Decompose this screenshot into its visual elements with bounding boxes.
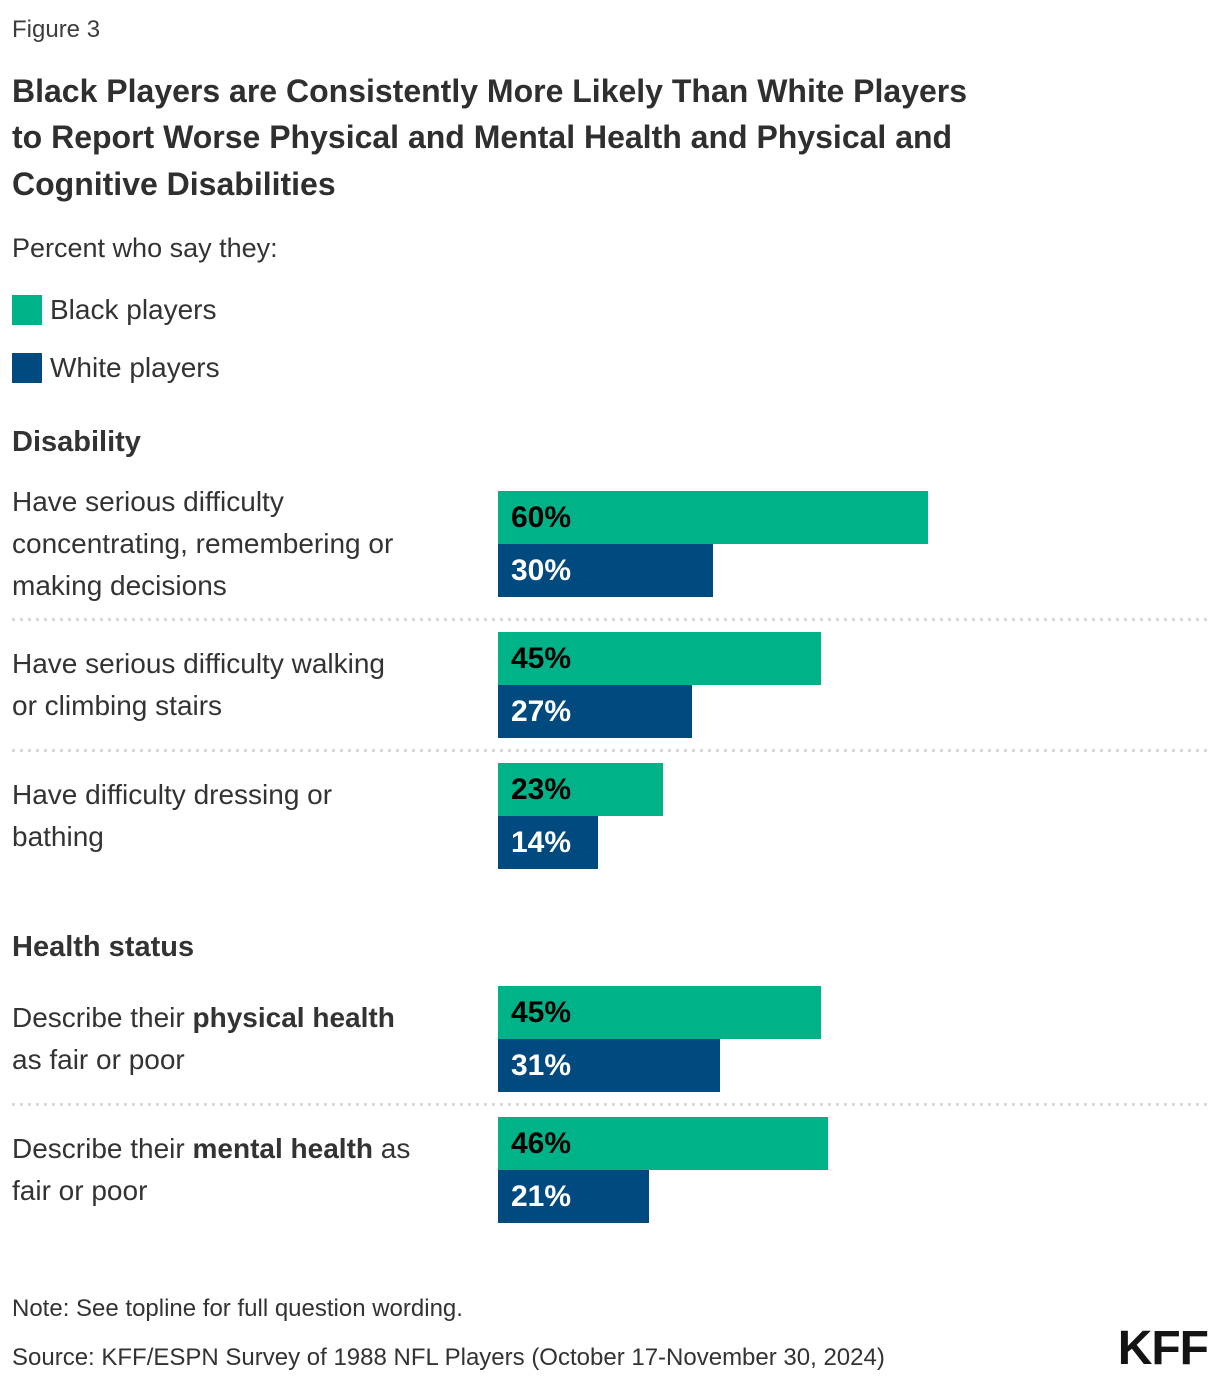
bar-row-dressing: Have difficulty dressing or bathing 23% … — [12, 763, 1208, 870]
row-label-bold: mental health — [192, 1133, 373, 1165]
row-label-text: Describe their — [12, 1002, 193, 1034]
legend-item-white-players: White players — [12, 352, 1208, 384]
row-label: Describe their physical health as fair o… — [12, 997, 498, 1081]
row-label-text: as fair or poor — [12, 1133, 411, 1207]
bar-pair: 45% 31% — [498, 986, 821, 1093]
dotted-separator — [12, 1103, 1208, 1107]
bar-black-players: 45% — [498, 986, 821, 1040]
bar-pair: 23% 14% — [498, 763, 663, 870]
bar-row-mental-health: Describe their mental health as fair or … — [12, 1117, 1208, 1224]
chart-title: Black Players are Consistently More Like… — [12, 73, 968, 202]
dotted-separator — [12, 618, 1208, 622]
bar-white-players: 27% — [498, 685, 692, 739]
bar-pair: 45% 27% — [498, 632, 821, 739]
chart-subtitle: Percent who say they: — [12, 233, 278, 264]
bar-row-physical-health: Describe their physical health as fair o… — [12, 986, 1208, 1093]
legend-item-black-players: Black players — [12, 294, 1208, 326]
row-label: Describe their mental health as fair or … — [12, 1128, 498, 1212]
bar-value-label: 45% — [511, 995, 572, 1029]
note-text: Note: See topline for full question word… — [12, 1295, 463, 1323]
legend-label-black-players: Black players — [50, 294, 217, 326]
dotted-separator — [12, 749, 1208, 753]
kff-logo: KFF — [1117, 1321, 1209, 1375]
footer: Note: See topline for full question word… — [12, 1295, 1209, 1375]
footer-notes: Note: See topline for full question word… — [12, 1295, 885, 1373]
row-label-text: Have serious difficulty walking or climb… — [12, 648, 385, 722]
section-disability: Disability Have serious difficulty conce… — [12, 426, 1208, 870]
bar-black-players: 46% — [498, 1117, 828, 1171]
section-header-health-status: Health status — [12, 931, 195, 964]
bar-black-players: 60% — [498, 491, 928, 545]
row-label: Have serious difficulty concentrating, r… — [12, 481, 498, 607]
row-label-text: Have difficulty dressing or bathing — [12, 779, 333, 853]
bar-value-label: 31% — [511, 1048, 572, 1082]
legend-label-white-players: White players — [50, 352, 220, 384]
row-label: Have serious difficulty walking or climb… — [12, 643, 498, 727]
row-label-text: Have serious difficulty concentrating, r… — [12, 486, 394, 602]
row-label-text: Describe their — [12, 1133, 193, 1165]
section-header-disability: Disability — [12, 426, 141, 459]
white-players-swatch-icon — [12, 353, 42, 384]
figure-label: Figure 3 — [12, 16, 101, 43]
bar-white-players: 31% — [498, 1039, 720, 1093]
bar-row-walking: Have serious difficulty walking or climb… — [12, 632, 1208, 739]
bar-white-players: 30% — [498, 544, 713, 598]
bar-black-players: 23% — [498, 763, 663, 817]
bar-value-label: 45% — [511, 641, 572, 675]
bar-white-players: 14% — [498, 816, 598, 870]
source-text: Source: KFF/ESPN Survey of 1988 NFL Play… — [12, 1343, 885, 1371]
bar-value-label: 14% — [511, 825, 572, 859]
row-label: Have difficulty dressing or bathing — [12, 774, 498, 858]
bar-pair: 46% 21% — [498, 1117, 828, 1224]
bar-black-players: 45% — [498, 632, 821, 686]
bar-row-concentrating: Have serious difficulty concentrating, r… — [12, 481, 1208, 607]
legend: Black players White players — [12, 294, 1208, 384]
section-health-status: Health status Describe their physical he… — [12, 931, 1208, 1224]
row-label-text: as fair or poor — [12, 1044, 185, 1076]
bar-value-label: 21% — [511, 1179, 572, 1213]
bar-value-label: 46% — [511, 1126, 572, 1160]
bar-value-label: 27% — [511, 694, 572, 728]
black-players-swatch-icon — [12, 295, 42, 326]
bar-value-label: 30% — [511, 553, 572, 587]
bar-value-label: 23% — [511, 772, 572, 806]
row-label-bold: physical health — [192, 1002, 395, 1034]
bar-value-label: 60% — [511, 500, 572, 534]
bar-white-players: 21% — [498, 1170, 649, 1224]
bar-pair: 60% 30% — [498, 491, 928, 598]
